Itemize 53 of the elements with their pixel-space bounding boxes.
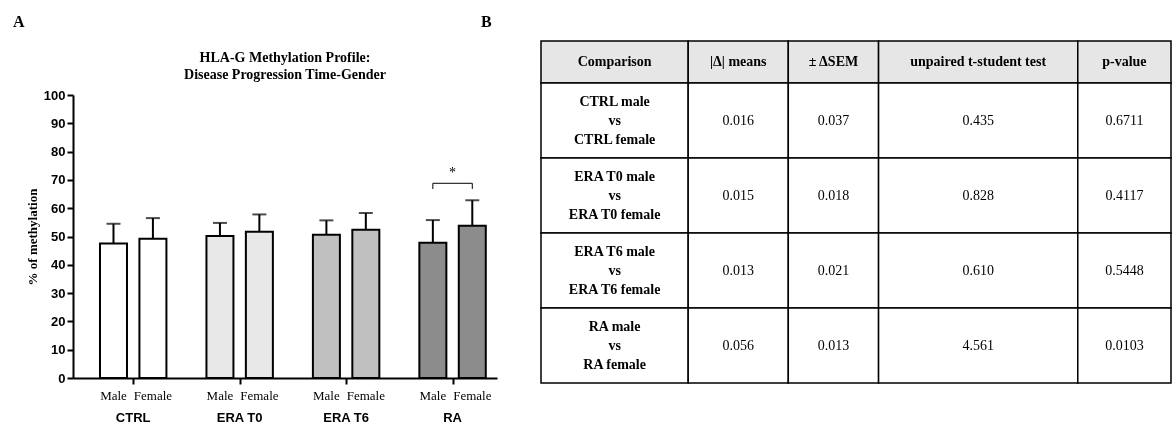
text: B bbox=[481, 13, 492, 30]
text: 0.021 bbox=[817, 262, 850, 278]
x-tick-label: Female bbox=[240, 388, 279, 403]
text: CTRL bbox=[115, 410, 151, 425]
text: 4.561 bbox=[962, 337, 994, 353]
x-tick-label: Male bbox=[419, 388, 447, 403]
y-tick-label: 30 bbox=[51, 285, 66, 301]
text: A bbox=[13, 13, 25, 30]
text: ERA T6 male vs ERA T6 female bbox=[568, 243, 661, 297]
text: ± ΔSEM bbox=[808, 54, 859, 69]
text: 0.018 bbox=[817, 187, 850, 203]
text: 0.0103 bbox=[1105, 337, 1144, 353]
y-tick-label: 70 bbox=[51, 172, 66, 188]
text: unpaired t-student test bbox=[910, 54, 1047, 69]
text: CTRL male vs CTRL female bbox=[573, 93, 656, 147]
text: 0.015 bbox=[722, 187, 754, 203]
y-tick-label: 50 bbox=[51, 229, 66, 244]
text: Comparison bbox=[577, 54, 652, 69]
y-tick-label: 10 bbox=[51, 342, 66, 358]
text: 0.4117 bbox=[1105, 187, 1144, 203]
x-tick-label: Male bbox=[313, 388, 340, 403]
text: 0.435 bbox=[962, 112, 994, 128]
text: |Δ| means bbox=[709, 54, 768, 69]
x-tick-label: Female bbox=[346, 388, 386, 403]
text: p-value bbox=[1102, 54, 1147, 69]
chart-title: HLA-G Methylation Profile: Disease Progression Time-Gender bbox=[184, 50, 386, 82]
y-tick-label: 80 bbox=[51, 144, 66, 160]
text: 0.013 bbox=[817, 337, 850, 353]
y-axis-title: % of methylation bbox=[24, 187, 40, 286]
text: 0.016 bbox=[722, 112, 754, 128]
text: RA bbox=[443, 410, 463, 425]
y-tick-label: 20 bbox=[51, 313, 66, 329]
text: ERA T0 male vs ERA T0 female bbox=[568, 168, 661, 222]
text: 0.013 bbox=[722, 262, 754, 278]
text: 0.056 bbox=[722, 337, 754, 353]
text: ERA T6 bbox=[323, 410, 369, 425]
text: 0.037 bbox=[817, 112, 850, 128]
text: ERA T0 bbox=[216, 410, 263, 425]
x-tick-label: Male bbox=[100, 388, 128, 403]
y-tick-label: 100 bbox=[43, 87, 66, 103]
text: 0.828 bbox=[962, 187, 994, 203]
x-tick-label: Female bbox=[453, 388, 492, 403]
y-tick-label: 90 bbox=[51, 115, 66, 131]
y-tick-label: 0 bbox=[58, 370, 66, 386]
text: 0.5448 bbox=[1105, 262, 1144, 278]
x-tick-label: Female bbox=[133, 388, 173, 403]
text: RA male vs RA female bbox=[583, 318, 646, 372]
y-tick-label: 40 bbox=[51, 257, 66, 273]
annotation: * bbox=[449, 165, 457, 181]
text: 0.610 bbox=[962, 262, 994, 278]
text: 0.6711 bbox=[1105, 112, 1144, 128]
x-tick-label: Male bbox=[206, 388, 234, 403]
y-tick-label: 60 bbox=[51, 200, 66, 216]
